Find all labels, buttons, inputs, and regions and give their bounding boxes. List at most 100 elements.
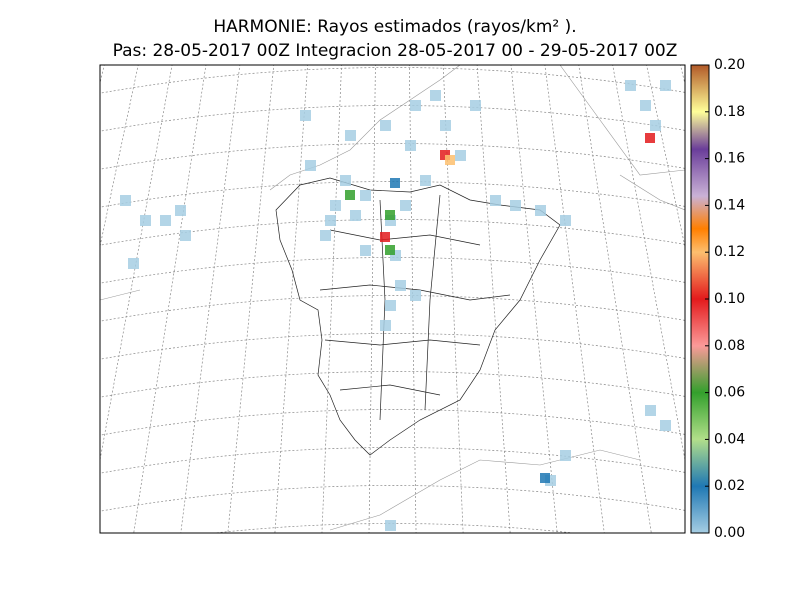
meridian: [100, 65, 105, 85]
meridian: [510, 65, 558, 533]
cell: [360, 245, 371, 256]
cell: [330, 200, 341, 211]
cell: [645, 405, 656, 416]
colorbar-tick-label: 0.04: [714, 431, 745, 447]
provinces: [319, 194, 511, 421]
meridian: [180, 65, 241, 533]
precip-cells: [120, 80, 671, 531]
cell: [120, 195, 131, 206]
colorbar-tick-label: 0.02: [714, 478, 745, 494]
cell: [300, 110, 311, 121]
cell: [660, 420, 671, 431]
colorbar-tick-label: 0.06: [714, 385, 745, 401]
cell: [650, 120, 661, 131]
parallel: [100, 447, 685, 474]
cell: [345, 130, 356, 141]
cell: [175, 205, 186, 216]
colorbar-tick-label: 0.16: [714, 151, 745, 167]
cell: [535, 205, 546, 216]
colorbar-tick-label: 0.12: [714, 244, 745, 260]
colorbar-tick-label: 0.20: [714, 57, 745, 73]
cell: [540, 473, 550, 483]
meridian: [100, 65, 173, 462]
cell: [660, 80, 671, 91]
parallel: [100, 371, 685, 398]
cell: [360, 190, 371, 201]
meridian: [442, 65, 464, 533]
title: HARMONIE: Rayos estimados (rayos/km² ).: [213, 17, 576, 37]
cell: [645, 133, 655, 143]
colorbar-ticks: 0.00 0.02 0.04 0.06 0.08 0.10 0.12 0.14 0.16 0.18…: [705, 57, 745, 541]
cell: [390, 178, 400, 188]
cell: [640, 100, 651, 111]
meridian: [578, 65, 652, 533]
cell: [545, 475, 556, 486]
cell: [305, 160, 316, 171]
cell: [180, 230, 191, 241]
cell: [410, 290, 421, 301]
cell: [470, 100, 481, 111]
cell: [560, 450, 571, 461]
colorbar-tick-label: 0.18: [714, 104, 745, 120]
cell: [510, 200, 521, 211]
cell: [350, 210, 361, 221]
colorbar-tick-label: 0.14: [714, 197, 745, 213]
cell: [560, 215, 571, 226]
parallel: [100, 143, 685, 170]
cell: [395, 280, 406, 291]
meridian: [227, 65, 275, 533]
cell: [385, 215, 396, 226]
colorbar-tick-label: 0.10: [714, 291, 745, 307]
parallel: [100, 333, 685, 360]
cell: [385, 210, 395, 220]
parallel: [100, 485, 685, 512]
meridian: [544, 65, 605, 533]
colorbar-tick-label: 0.00: [714, 525, 745, 541]
coastline-europe: [100, 65, 685, 531]
cell: [345, 190, 355, 200]
iberia-outline: [275, 177, 561, 456]
meridian: [612, 65, 685, 462]
parallel: [100, 67, 685, 94]
cell: [320, 230, 331, 241]
cell: [445, 155, 455, 165]
graticule: [90, 65, 700, 590]
cell: [160, 215, 171, 226]
cell: [440, 120, 451, 131]
cell: [625, 80, 636, 91]
parallel: [100, 409, 685, 436]
meridian: [646, 65, 685, 249]
parallel: [100, 105, 685, 132]
cell: [380, 232, 390, 242]
cell: [140, 215, 151, 226]
cell: [410, 100, 421, 111]
meridian: [476, 65, 511, 533]
map-frame: [99, 64, 686, 534]
cell: [390, 250, 401, 261]
cell: [380, 120, 391, 131]
cell: [128, 258, 139, 269]
cell: [430, 90, 441, 101]
cell: [385, 300, 396, 311]
subtitle: Pas: 28-05-2017 00Z Integracion 28-05-20…: [113, 41, 678, 61]
meridian: [133, 65, 207, 533]
cell: [455, 150, 466, 161]
meridian: [321, 65, 342, 533]
parallel: [90, 562, 700, 590]
cell: [340, 175, 351, 186]
parallel: [100, 295, 685, 322]
cell: [420, 175, 431, 186]
cell: [490, 195, 501, 206]
meridian: [274, 65, 309, 533]
cell: [325, 215, 336, 226]
cell: [385, 245, 395, 255]
cell: [405, 140, 416, 151]
meridian: [100, 65, 139, 249]
meridian: [368, 65, 376, 533]
colorbar-tick-label: 0.08: [714, 338, 745, 354]
cell: [400, 200, 411, 211]
map: [90, 65, 700, 590]
cell: [380, 320, 391, 331]
